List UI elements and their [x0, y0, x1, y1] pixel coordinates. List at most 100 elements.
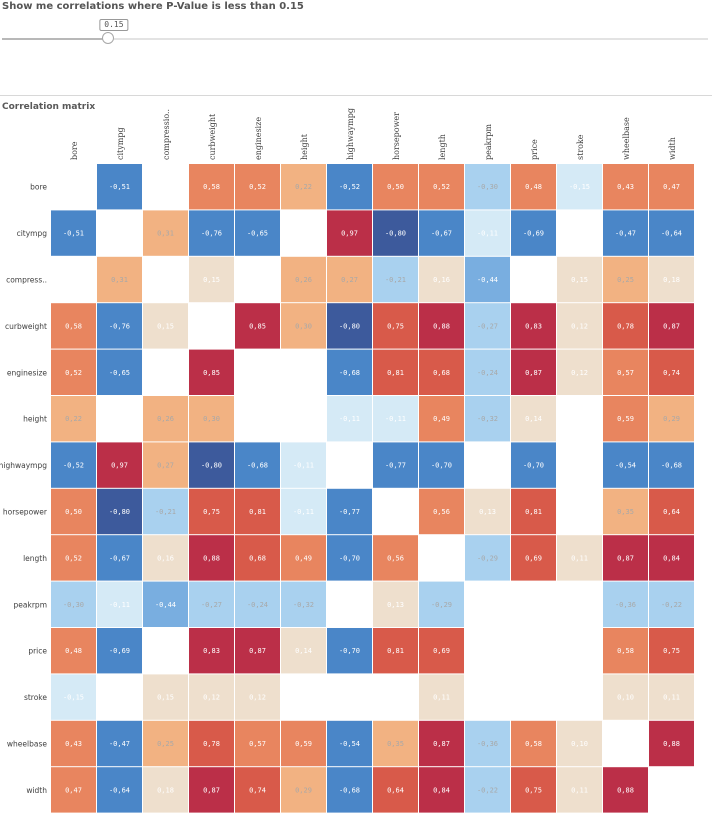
heatmap-cell[interactable] [465, 767, 510, 813]
heatmap-cell[interactable] [235, 164, 280, 210]
heatmap-cell[interactable] [603, 349, 648, 395]
heatmap-cell[interactable] [97, 535, 142, 581]
heatmap-cell[interactable] [511, 349, 556, 395]
heatmap-cell[interactable] [51, 210, 96, 256]
heatmap-cell[interactable] [97, 442, 142, 488]
heatmap-cell[interactable] [189, 256, 234, 303]
heatmap-cell[interactable] [235, 488, 280, 535]
heatmap-cell[interactable] [649, 256, 694, 303]
heatmap-cell[interactable] [557, 535, 602, 581]
heatmap-cell[interactable] [649, 349, 694, 395]
heatmap-cell[interactable] [327, 535, 372, 581]
heatmap-cell[interactable] [327, 256, 372, 303]
heatmap-cell[interactable] [51, 581, 96, 627]
heatmap-cell[interactable] [281, 303, 326, 349]
heatmap-cell[interactable] [511, 767, 556, 813]
heatmap-cell[interactable] [603, 164, 648, 210]
heatmap-cell[interactable] [649, 720, 694, 767]
heatmap-cell[interactable] [649, 535, 694, 581]
heatmap-cell[interactable] [603, 581, 648, 627]
heatmap-cell[interactable] [465, 349, 510, 395]
slider-handle[interactable] [101, 32, 114, 44]
heatmap-cell[interactable] [51, 535, 96, 581]
heatmap-cell[interactable] [373, 535, 418, 581]
heatmap-cell[interactable] [51, 442, 96, 488]
heatmap-cell[interactable] [373, 720, 418, 767]
heatmap-cell[interactable] [327, 628, 372, 674]
heatmap-cell[interactable] [373, 767, 418, 813]
heatmap-cell[interactable] [97, 349, 142, 395]
heatmap-cell[interactable] [465, 535, 510, 581]
heatmap-cell[interactable] [281, 488, 326, 535]
heatmap-cell[interactable] [327, 767, 372, 813]
heatmap-cell[interactable] [189, 767, 234, 813]
heatmap-cell[interactable] [465, 164, 510, 210]
heatmap-cell[interactable] [603, 210, 648, 256]
heatmap-cell[interactable] [603, 767, 648, 813]
heatmap-cell[interactable] [189, 164, 234, 210]
heatmap-cell[interactable] [465, 256, 510, 303]
heatmap-cell[interactable] [419, 628, 464, 674]
heatmap-cell[interactable] [97, 720, 142, 767]
heatmap-cell[interactable] [603, 488, 648, 535]
heatmap-cell[interactable] [97, 303, 142, 349]
heatmap-cell[interactable] [189, 396, 234, 442]
heatmap-cell[interactable] [603, 535, 648, 581]
heatmap-cell[interactable] [511, 720, 556, 767]
heatmap-cell[interactable] [649, 210, 694, 256]
heatmap-cell[interactable] [649, 628, 694, 674]
heatmap-cell[interactable] [97, 581, 142, 627]
heatmap-cell[interactable] [51, 396, 96, 442]
heatmap-cell[interactable] [419, 767, 464, 813]
heatmap-cell[interactable] [51, 303, 96, 349]
heatmap-cell[interactable] [281, 767, 326, 813]
heatmap-cell[interactable] [51, 628, 96, 674]
heatmap-cell[interactable] [373, 442, 418, 488]
heatmap-cell[interactable] [649, 164, 694, 210]
heatmap-cell[interactable] [327, 488, 372, 535]
heatmap-cell[interactable] [97, 628, 142, 674]
heatmap-cell[interactable] [511, 535, 556, 581]
heatmap-cell[interactable] [557, 303, 602, 349]
heatmap-cell[interactable] [235, 767, 280, 813]
heatmap-cell[interactable] [51, 349, 96, 395]
heatmap-cell[interactable] [649, 303, 694, 349]
heatmap-cell[interactable] [97, 164, 142, 210]
heatmap-cell[interactable] [649, 442, 694, 488]
heatmap-cell[interactable] [235, 581, 280, 627]
heatmap-cell[interactable] [327, 720, 372, 767]
heatmap-cell[interactable] [235, 210, 280, 256]
heatmap-cell[interactable] [235, 535, 280, 581]
heatmap-cell[interactable] [649, 674, 694, 720]
heatmap-cell[interactable] [373, 210, 418, 256]
heatmap-cell[interactable] [235, 628, 280, 674]
heatmap-cell[interactable] [465, 303, 510, 349]
heatmap-cell[interactable] [419, 581, 464, 627]
heatmap-cell[interactable] [419, 488, 464, 535]
heatmap-cell[interactable] [189, 488, 234, 535]
heatmap-cell[interactable] [649, 396, 694, 442]
heatmap-cell[interactable] [465, 396, 510, 442]
heatmap-cell[interactable] [281, 628, 326, 674]
heatmap-cell[interactable] [97, 256, 142, 303]
heatmap-cell[interactable] [557, 164, 602, 210]
slider-track[interactable] [2, 38, 708, 40]
heatmap-cell[interactable] [419, 720, 464, 767]
heatmap-cell[interactable] [327, 303, 372, 349]
heatmap-cell[interactable] [511, 164, 556, 210]
heatmap-cell[interactable] [143, 581, 188, 627]
heatmap-cell[interactable] [465, 210, 510, 256]
heatmap-cell[interactable] [235, 303, 280, 349]
heatmap-cell[interactable] [373, 396, 418, 442]
heatmap-cell[interactable] [189, 720, 234, 767]
heatmap-cell[interactable] [419, 396, 464, 442]
heatmap-cell[interactable] [327, 164, 372, 210]
heatmap-cell[interactable] [143, 674, 188, 720]
heatmap-cell[interactable] [235, 720, 280, 767]
heatmap-cell[interactable] [373, 256, 418, 303]
heatmap-cell[interactable] [281, 581, 326, 627]
heatmap-cell[interactable] [603, 442, 648, 488]
heatmap-cell[interactable] [143, 535, 188, 581]
heatmap-cell[interactable] [603, 396, 648, 442]
heatmap-cell[interactable] [189, 349, 234, 395]
